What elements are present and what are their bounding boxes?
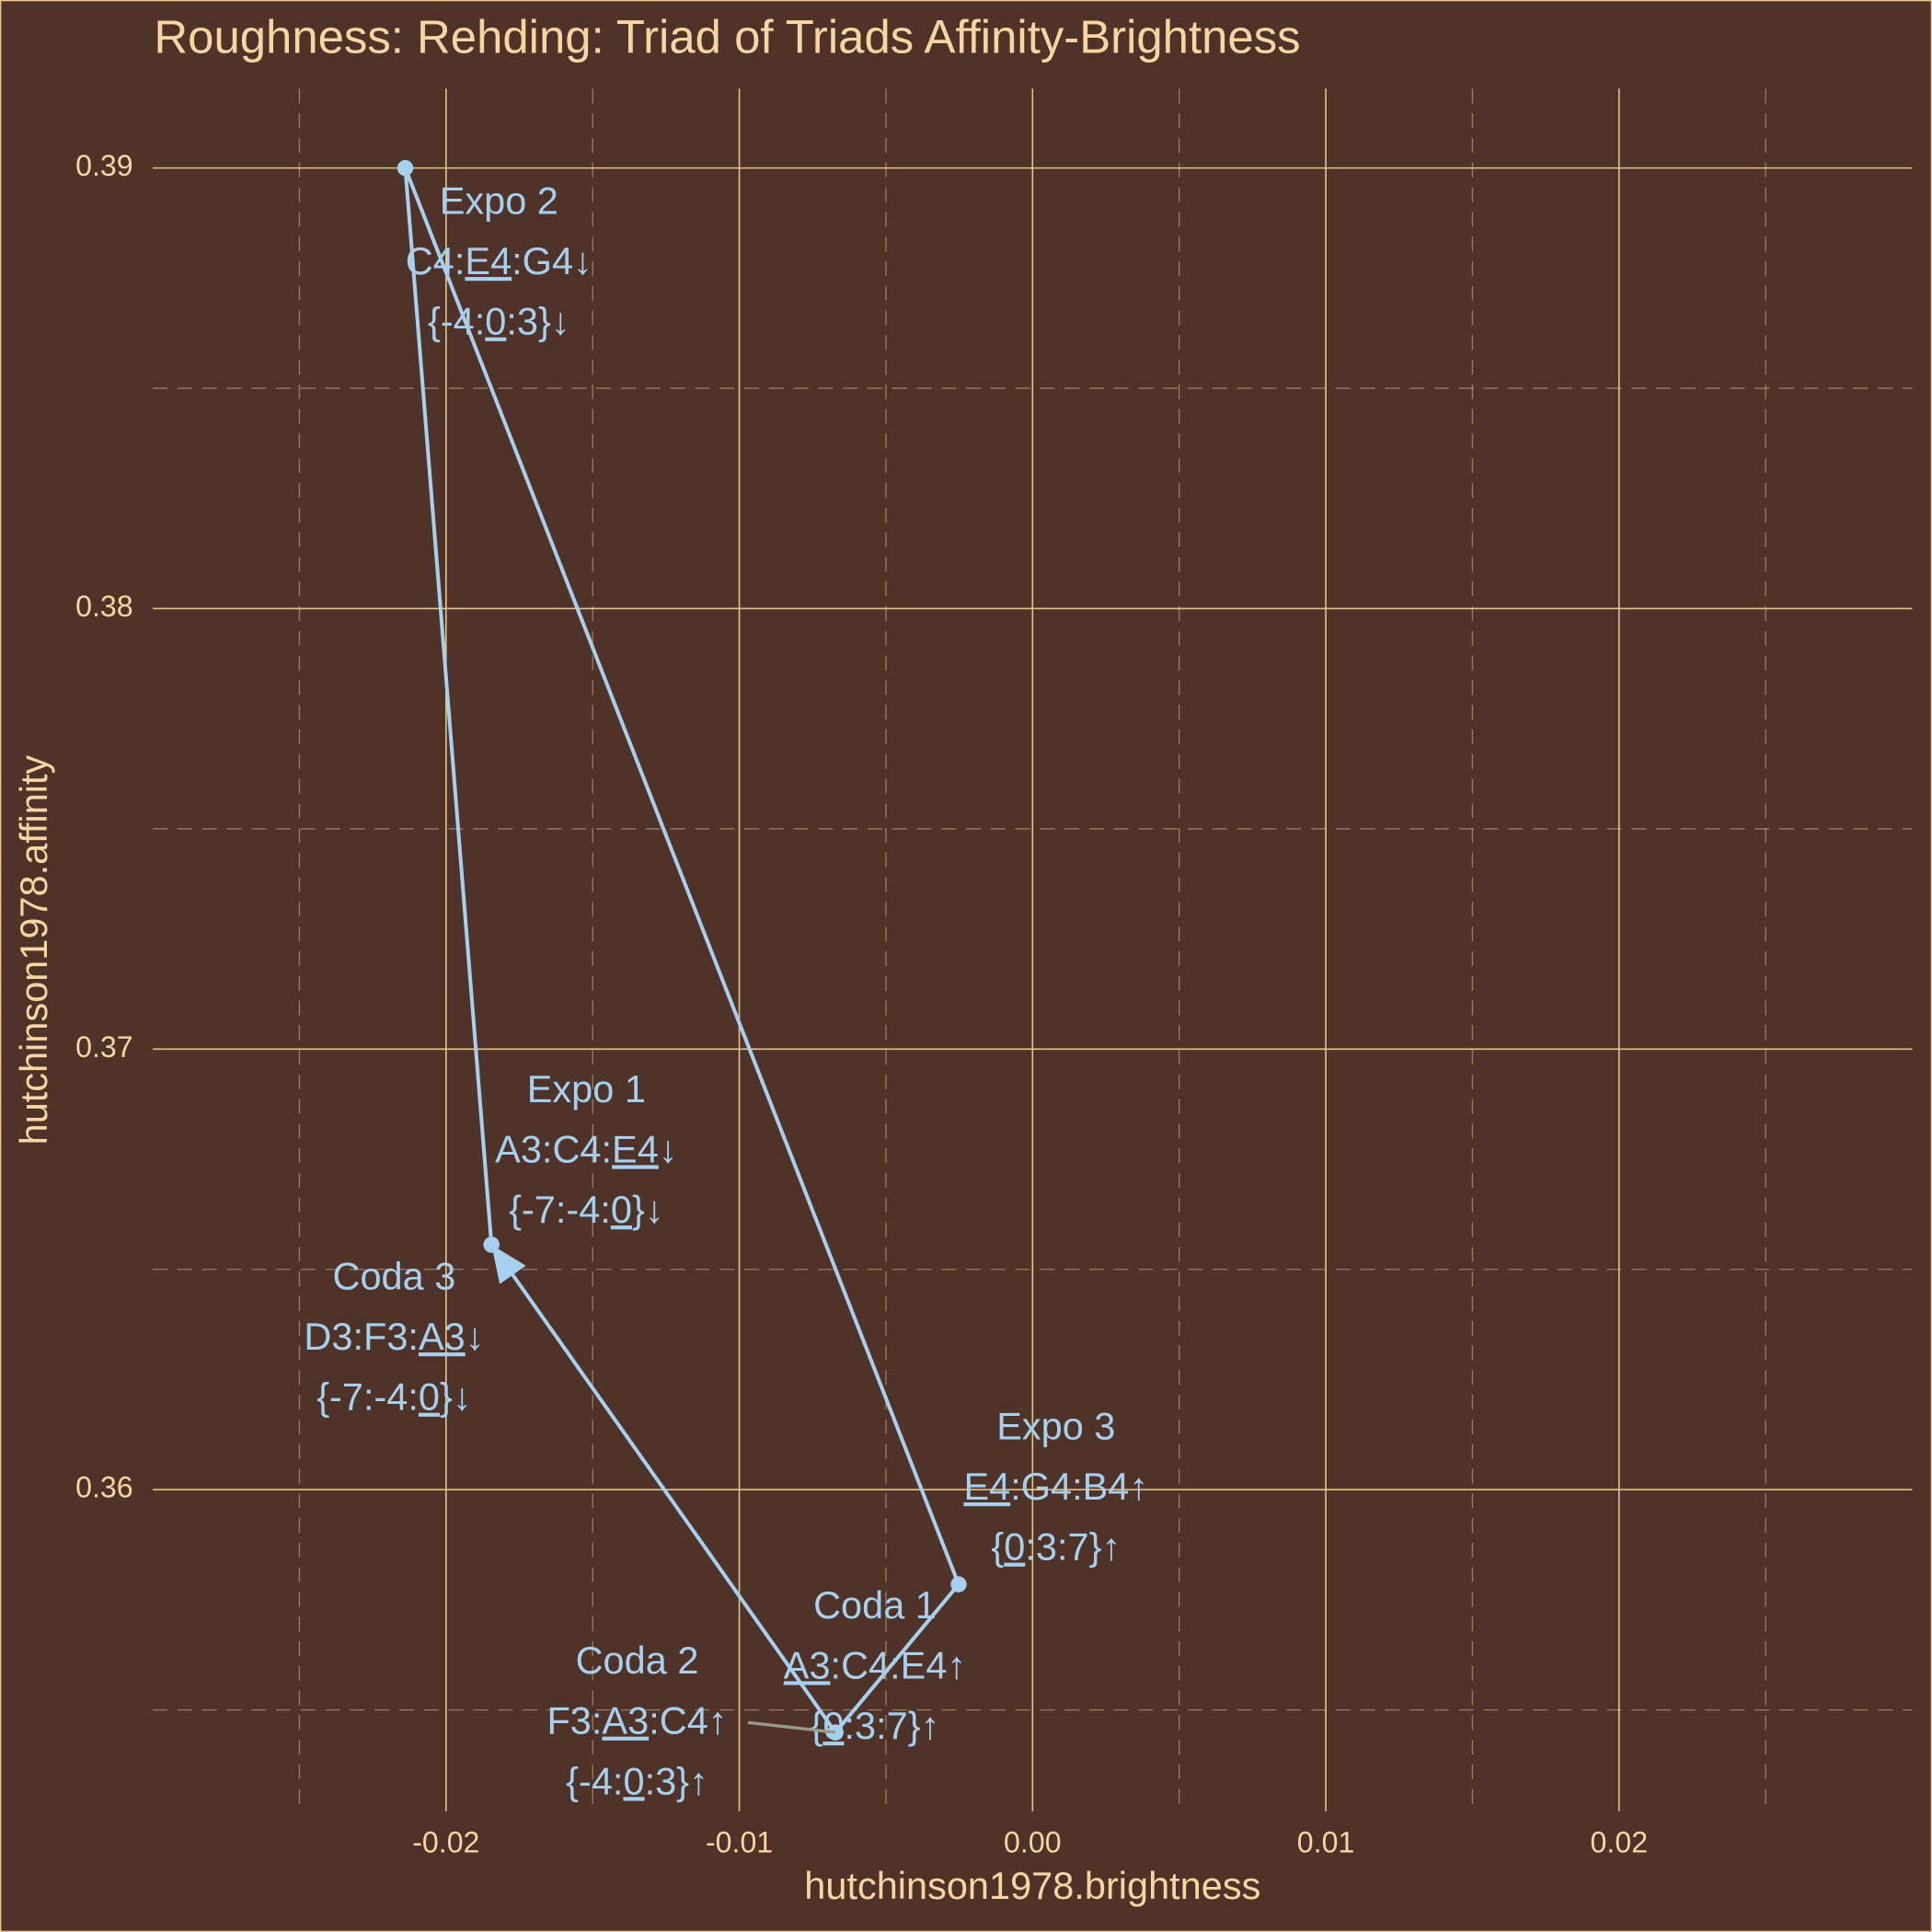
point-label: {0:3:7}↑ [811,1704,940,1747]
label-segment: 0 [623,1759,644,1802]
label-leader [747,1720,836,1734]
x-tick-label: 0.01 [1297,1825,1355,1858]
grid [153,88,1913,1811]
x-tick-label: -0.02 [412,1825,479,1858]
label-segment: ↓ [659,1127,678,1170]
y-tick-label: 0.38 [75,590,133,623]
label-segment: C4: [406,239,466,282]
label-segment: {-4: [428,300,485,343]
label-segment: :3}↑ [645,1759,708,1802]
point [950,1576,967,1593]
label-segment: E4 [465,239,512,282]
point-label: Coda 2 [576,1639,699,1682]
label-segment: Expo 3 [996,1404,1115,1447]
label-segment: }↓ [440,1375,472,1419]
label-segment: A3 [419,1315,466,1358]
label-segment: Coda 2 [576,1639,699,1682]
label-segment: 0 [419,1375,440,1419]
point [483,1236,500,1253]
label-segment: 0 [1004,1525,1025,1569]
marks: Expo 1A3:C4:E4↓{-7:-4:0}↓Expo 2C4:E4:G4↓… [304,159,1148,1802]
point-label: {-7:-4:0}↓ [509,1188,663,1231]
label-segment: { [811,1704,823,1747]
point-label: {-4:0:3}↓ [428,300,570,343]
label-segment: 0 [822,1704,844,1747]
label-segment: 0 [485,300,506,343]
label-segment: {-7:-4: [509,1188,611,1231]
x-tick-label: 0.02 [1591,1825,1649,1858]
point-label: Coda 3 [333,1254,456,1297]
label-segment: E4 [612,1127,659,1170]
point-label: Coda 1 [813,1583,937,1627]
point-label: E4:G4:B4↑ [963,1465,1148,1508]
x-tick-label: -0.01 [706,1825,773,1858]
y-axis-label: hutchinson1978.affinity [12,754,55,1144]
x-axis-label: hutchinson1978.brightness [804,1864,1260,1907]
label-segment: { [991,1525,1004,1569]
label-segment: :3}↓ [506,300,569,343]
point-label: Expo 2 [440,178,558,222]
point-label: Expo 1 [527,1067,646,1110]
y-tick-label: 0.39 [75,149,133,182]
label-segment: 0 [611,1188,632,1231]
label-segment: :C4↑ [649,1699,727,1742]
label-segment: :C4:E4↑ [831,1643,967,1686]
point-label: A3:C4:E4↑ [784,1643,966,1686]
label-segment: }↓ [632,1188,664,1231]
label-segment: A3 [602,1699,649,1742]
label-segment: :G4↓ [512,239,592,282]
label-segment: Expo 2 [440,178,558,222]
point [397,159,414,177]
label-segment: D3:F3: [304,1315,419,1358]
label-segment: {-4: [566,1759,623,1802]
x-tick-label: 0.00 [1004,1825,1062,1858]
y-tick-label: 0.37 [75,1030,133,1064]
label-segment: F3: [546,1699,602,1742]
point-label: D3:F3:A3↓ [304,1315,484,1358]
label-segment: {-7:-4: [316,1375,419,1419]
label-segment: :G4:B4↑ [1010,1465,1148,1508]
label-segment: ↓ [466,1315,485,1358]
point-label: {-4:0:3}↑ [566,1759,708,1802]
label-segment: Coda 3 [333,1254,456,1297]
point-label: A3:C4:E4↓ [495,1127,677,1170]
point-label: {-7:-4:0}↓ [316,1375,471,1419]
label-segment: Coda 1 [813,1583,937,1627]
label-segment: Expo 1 [527,1067,646,1110]
y-tick-label: 0.36 [75,1471,133,1504]
label-segment: :3:7}↑ [845,1704,940,1747]
label-segment: A3:C4: [495,1127,612,1170]
point-label: {0:3:7}↑ [991,1525,1121,1569]
arrow-head [491,1244,526,1284]
label-segment: E4 [963,1465,1010,1508]
label-segment: A3 [784,1643,831,1686]
point-label: Expo 3 [996,1404,1115,1447]
point-label: C4:E4:G4↓ [406,239,592,282]
label-segment: :3:7}↑ [1025,1525,1121,1569]
chart-title: Roughness: Rehding: Triad of Triads Affi… [154,11,1300,63]
point-label: F3:A3:C4↑ [546,1699,727,1742]
